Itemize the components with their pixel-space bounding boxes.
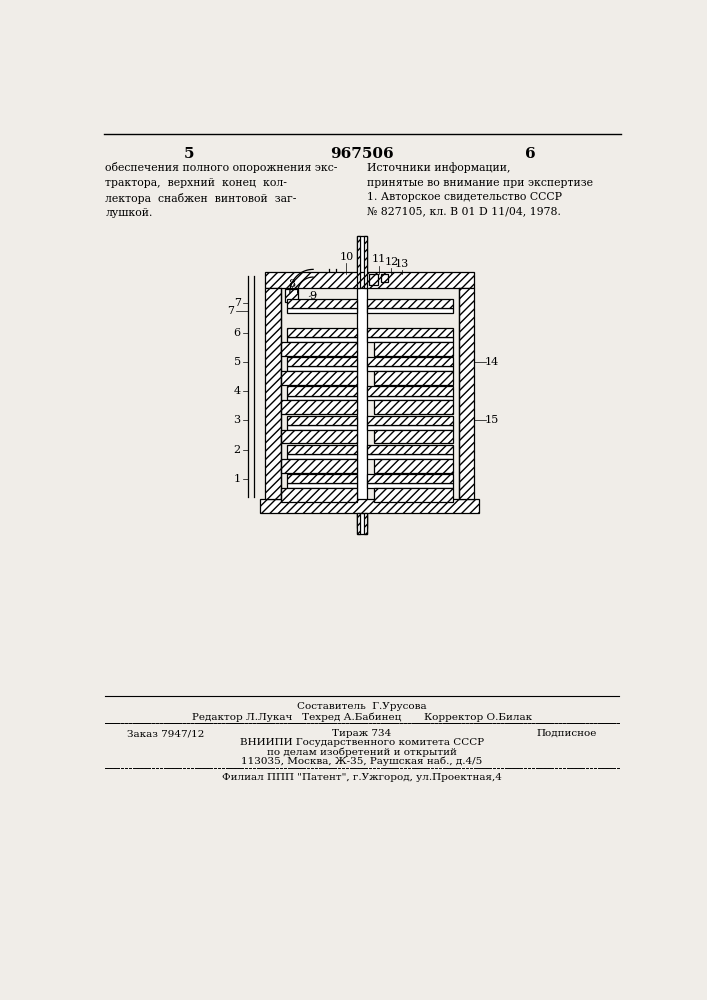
Bar [368, 416, 452, 425]
Bar [287, 483, 356, 488]
Text: 6: 6 [233, 328, 241, 338]
Bar [368, 425, 452, 430]
Bar [281, 400, 356, 414]
Bar [287, 366, 356, 371]
Bar [287, 386, 356, 396]
Text: 113035, Москва, Ж-35, Раушская наб., д.4/5: 113035, Москва, Ж-35, Раушская наб., д.4… [241, 757, 483, 766]
Bar [281, 430, 356, 443]
Bar [368, 308, 452, 312]
Text: 11: 11 [372, 254, 386, 264]
Bar [287, 328, 356, 337]
Text: 3: 3 [233, 415, 241, 425]
Text: 7: 7 [234, 298, 240, 308]
Bar [363, 235, 368, 288]
Bar [368, 337, 452, 342]
Text: 9: 9 [310, 291, 317, 301]
Bar [368, 299, 452, 308]
Bar [373, 459, 452, 473]
Bar [285, 289, 298, 302]
Text: Тираж 734: Тираж 734 [332, 729, 392, 738]
Bar [287, 474, 356, 483]
Bar [368, 366, 452, 371]
Bar [287, 337, 356, 342]
Text: 7: 7 [228, 306, 235, 316]
Text: ВНИИПИ Государственного комитета СССР: ВНИИПИ Государственного комитета СССР [240, 738, 484, 747]
Bar [287, 299, 356, 308]
Bar [281, 371, 356, 385]
Text: по делам изобретений и открытий: по делам изобретений и открытий [267, 748, 457, 757]
Text: Редактор Л.Лукач   Техред А.Бабинец       Корректор О.Билак: Редактор Л.Лукач Техред А.Бабинец Коррек… [192, 712, 532, 722]
Bar [368, 386, 452, 396]
Text: 2: 2 [233, 445, 241, 455]
Bar [260, 499, 479, 513]
Bar [281, 488, 356, 502]
Bar [287, 454, 356, 459]
Text: 967506: 967506 [330, 147, 394, 161]
Bar [368, 396, 452, 400]
Bar [265, 288, 281, 499]
Bar [368, 357, 452, 366]
Bar [381, 274, 387, 282]
Text: 12: 12 [385, 257, 399, 267]
Bar [368, 445, 452, 454]
Bar [287, 396, 356, 400]
Text: Подписное: Подписное [537, 729, 597, 738]
Bar [356, 513, 368, 534]
Text: 13: 13 [395, 259, 409, 269]
Text: 15: 15 [484, 415, 498, 425]
Bar [373, 430, 452, 443]
Text: Филиал ППП "Патент", г.Ужгород, ул.Проектная,4: Филиал ППП "Патент", г.Ужгород, ул.Проек… [222, 773, 502, 782]
Bar [459, 288, 474, 499]
Text: 5: 5 [233, 357, 241, 367]
Bar [356, 513, 361, 534]
Bar [373, 371, 452, 385]
Bar [287, 416, 356, 425]
Bar [373, 488, 452, 502]
Bar [368, 328, 452, 337]
Bar [368, 483, 452, 488]
Text: 6: 6 [525, 147, 535, 161]
Bar [287, 425, 356, 430]
Bar [363, 513, 368, 534]
Text: обеспечения полного опорожнения экс-
трактора,  верхний  конец  кол-
лектора  сн: обеспечения полного опорожнения экс- тра… [105, 162, 338, 218]
Text: 14: 14 [484, 357, 498, 367]
Bar [281, 342, 356, 356]
Bar [369, 274, 378, 285]
Text: Источники информации,
принятые во внимание при экспертизе
1. Авторское свидетель: Источники информации, принятые во вниман… [368, 162, 593, 216]
Bar [287, 357, 356, 366]
Bar [368, 454, 452, 459]
Text: Заказ 7947/12: Заказ 7947/12 [127, 729, 204, 738]
Bar [287, 308, 356, 312]
Bar [356, 235, 361, 288]
Bar [265, 272, 474, 288]
Bar [373, 400, 452, 414]
Bar [368, 474, 452, 483]
Text: 8: 8 [288, 279, 295, 289]
Bar [287, 445, 356, 454]
Bar [356, 235, 368, 528]
Text: Составитель  Г.Урусова: Составитель Г.Урусова [297, 702, 427, 711]
Text: 5: 5 [184, 147, 194, 161]
Bar [281, 459, 356, 473]
Text: 10: 10 [339, 252, 354, 262]
Text: 4: 4 [233, 386, 241, 396]
Bar [373, 342, 452, 356]
Text: 1: 1 [233, 474, 241, 484]
